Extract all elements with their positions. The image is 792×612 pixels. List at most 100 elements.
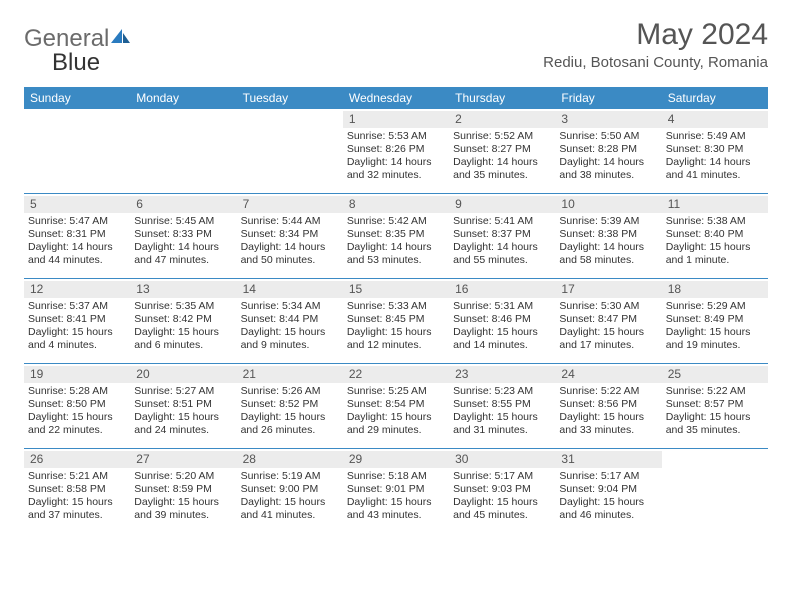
- sunset-text: Sunset: 8:31 PM: [28, 228, 126, 241]
- day-content: Sunrise: 5:18 AMSunset: 9:01 PMDaylight:…: [347, 470, 445, 523]
- day-content: Sunrise: 5:19 AMSunset: 9:00 PMDaylight:…: [241, 470, 339, 523]
- daylight-text: Daylight: 14 hours and 38 minutes.: [559, 156, 657, 182]
- day-cell: [130, 109, 236, 193]
- sunset-text: Sunset: 8:58 PM: [28, 483, 126, 496]
- sunrise-text: Sunrise: 5:47 AM: [28, 215, 126, 228]
- day-cell: [237, 109, 343, 193]
- day-content: Sunrise: 5:52 AMSunset: 8:27 PMDaylight:…: [453, 130, 551, 183]
- day-cell: 20Sunrise: 5:27 AMSunset: 8:51 PMDayligh…: [130, 364, 236, 448]
- day-content: Sunrise: 5:34 AMSunset: 8:44 PMDaylight:…: [241, 300, 339, 353]
- sunset-text: Sunset: 8:33 PM: [134, 228, 232, 241]
- sunrise-text: Sunrise: 5:28 AM: [28, 385, 126, 398]
- day-cell: 15Sunrise: 5:33 AMSunset: 8:45 PMDayligh…: [343, 279, 449, 363]
- day-number: 16: [449, 281, 555, 298]
- day-number: 18: [662, 281, 768, 298]
- sunrise-text: Sunrise: 5:18 AM: [347, 470, 445, 483]
- day-cell: 16Sunrise: 5:31 AMSunset: 8:46 PMDayligh…: [449, 279, 555, 363]
- day-content: Sunrise: 5:35 AMSunset: 8:42 PMDaylight:…: [134, 300, 232, 353]
- weekday-header: Monday: [130, 87, 236, 109]
- daylight-text: Daylight: 15 hours and 31 minutes.: [453, 411, 551, 437]
- day-content: Sunrise: 5:28 AMSunset: 8:50 PMDaylight:…: [28, 385, 126, 438]
- sunset-text: Sunset: 9:00 PM: [241, 483, 339, 496]
- day-content: Sunrise: 5:42 AMSunset: 8:35 PMDaylight:…: [347, 215, 445, 268]
- day-number: 26: [24, 451, 130, 468]
- day-cell: 13Sunrise: 5:35 AMSunset: 8:42 PMDayligh…: [130, 279, 236, 363]
- sunset-text: Sunset: 9:01 PM: [347, 483, 445, 496]
- day-number: 30: [449, 451, 555, 468]
- weekday-header: Thursday: [449, 87, 555, 109]
- day-number: 8: [343, 196, 449, 213]
- daylight-text: Daylight: 15 hours and 43 minutes.: [347, 496, 445, 522]
- sunrise-text: Sunrise: 5:41 AM: [453, 215, 551, 228]
- brand-second: Blue: [52, 49, 100, 76]
- day-content: Sunrise: 5:21 AMSunset: 8:58 PMDaylight:…: [28, 470, 126, 523]
- day-content: Sunrise: 5:26 AMSunset: 8:52 PMDaylight:…: [241, 385, 339, 438]
- day-number: 7: [237, 196, 343, 213]
- day-cell: 9Sunrise: 5:41 AMSunset: 8:37 PMDaylight…: [449, 194, 555, 278]
- sunset-text: Sunset: 8:35 PM: [347, 228, 445, 241]
- weekday-header: Saturday: [662, 87, 768, 109]
- day-content: Sunrise: 5:39 AMSunset: 8:38 PMDaylight:…: [559, 215, 657, 268]
- sunset-text: Sunset: 8:57 PM: [666, 398, 764, 411]
- daylight-text: Daylight: 15 hours and 33 minutes.: [559, 411, 657, 437]
- sunset-text: Sunset: 8:41 PM: [28, 313, 126, 326]
- day-cell: 17Sunrise: 5:30 AMSunset: 8:47 PMDayligh…: [555, 279, 661, 363]
- day-content: Sunrise: 5:37 AMSunset: 8:41 PMDaylight:…: [28, 300, 126, 353]
- day-cell: [662, 449, 768, 533]
- sunset-text: Sunset: 8:45 PM: [347, 313, 445, 326]
- day-cell: 29 Sunrise: 5:18 AMSunset: 9:01 PMDayligh…: [343, 449, 449, 533]
- day-content: Sunrise: 5:20 AMSunset: 8:59 PMDaylight:…: [134, 470, 232, 523]
- calendar: Sunday Monday Tuesday Wednesday Thursday…: [24, 87, 768, 533]
- day-cell: 2Sunrise: 5:52 AMSunset: 8:27 PMDaylight…: [449, 109, 555, 193]
- sunset-text: Sunset: 8:51 PM: [134, 398, 232, 411]
- sunrise-text: Sunrise: 5:34 AM: [241, 300, 339, 313]
- sunrise-text: Sunrise: 5:30 AM: [559, 300, 657, 313]
- day-cell: 1Sunrise: 5:53 AMSunset: 8:26 PMDaylight…: [343, 109, 449, 193]
- sunrise-text: Sunrise: 5:17 AM: [453, 470, 551, 483]
- sunrise-text: Sunrise: 5:29 AM: [666, 300, 764, 313]
- daylight-text: Daylight: 14 hours and 41 minutes.: [666, 156, 764, 182]
- daylight-text: Daylight: 14 hours and 58 minutes.: [559, 241, 657, 267]
- day-number: 10: [555, 196, 661, 213]
- week-row: 12Sunrise: 5:37 AMSunset: 8:41 PMDayligh…: [24, 278, 768, 363]
- sunrise-text: Sunrise: 5:42 AM: [347, 215, 445, 228]
- sunrise-text: Sunrise: 5:53 AM: [347, 130, 445, 143]
- sunrise-text: Sunrise: 5:19 AM: [241, 470, 339, 483]
- day-content: Sunrise: 5:50 AMSunset: 8:28 PMDaylight:…: [559, 130, 657, 183]
- weekday-header: Sunday: [24, 87, 130, 109]
- sunrise-text: Sunrise: 5:35 AM: [134, 300, 232, 313]
- daylight-text: Daylight: 14 hours and 35 minutes.: [453, 156, 551, 182]
- sunrise-text: Sunrise: 5:22 AM: [666, 385, 764, 398]
- day-cell: 6Sunrise: 5:45 AMSunset: 8:33 PMDaylight…: [130, 194, 236, 278]
- sunset-text: Sunset: 8:47 PM: [559, 313, 657, 326]
- daylight-text: Daylight: 14 hours and 55 minutes.: [453, 241, 551, 267]
- day-content: Sunrise: 5:22 AMSunset: 8:57 PMDaylight:…: [666, 385, 764, 438]
- day-number: 23: [449, 366, 555, 383]
- sunset-text: Sunset: 8:40 PM: [666, 228, 764, 241]
- day-number: 14: [237, 281, 343, 298]
- daylight-text: Daylight: 15 hours and 45 minutes.: [453, 496, 551, 522]
- day-content: Sunrise: 5:41 AMSunset: 8:37 PMDaylight:…: [453, 215, 551, 268]
- day-content: Sunrise: 5:23 AMSunset: 8:55 PMDaylight:…: [453, 385, 551, 438]
- day-number: 20: [130, 366, 236, 383]
- day-cell: 14 Sunrise: 5:34 AMSunset: 8:44 PMDayligh…: [237, 279, 343, 363]
- day-cell: 5Sunrise: 5:47 AMSunset: 8:31 PMDaylight…: [24, 194, 130, 278]
- daylight-text: Daylight: 15 hours and 9 minutes.: [241, 326, 339, 352]
- day-number: 15: [343, 281, 449, 298]
- day-number: 11: [662, 196, 768, 213]
- sunrise-text: Sunrise: 5:23 AM: [453, 385, 551, 398]
- sunset-text: Sunset: 9:03 PM: [453, 483, 551, 496]
- weekday-header-row: Sunday Monday Tuesday Wednesday Thursday…: [24, 87, 768, 109]
- day-number: 5: [24, 196, 130, 213]
- sunrise-text: Sunrise: 5:26 AM: [241, 385, 339, 398]
- sunset-text: Sunset: 8:46 PM: [453, 313, 551, 326]
- day-content: Sunrise: 5:44 AMSunset: 8:34 PMDaylight:…: [241, 215, 339, 268]
- sunset-text: Sunset: 8:37 PM: [453, 228, 551, 241]
- sunrise-text: Sunrise: 5:20 AM: [134, 470, 232, 483]
- day-number: 29: [343, 451, 449, 468]
- day-number: 22: [343, 366, 449, 383]
- day-cell: 30 Sunrise: 5:17 AMSunset: 9:03 PMDayligh…: [449, 449, 555, 533]
- day-content: Sunrise: 5:49 AMSunset: 8:30 PMDaylight:…: [666, 130, 764, 183]
- page-title: May 2024: [543, 18, 768, 52]
- day-cell: 21Sunrise: 5:26 AMSunset: 8:52 PMDayligh…: [237, 364, 343, 448]
